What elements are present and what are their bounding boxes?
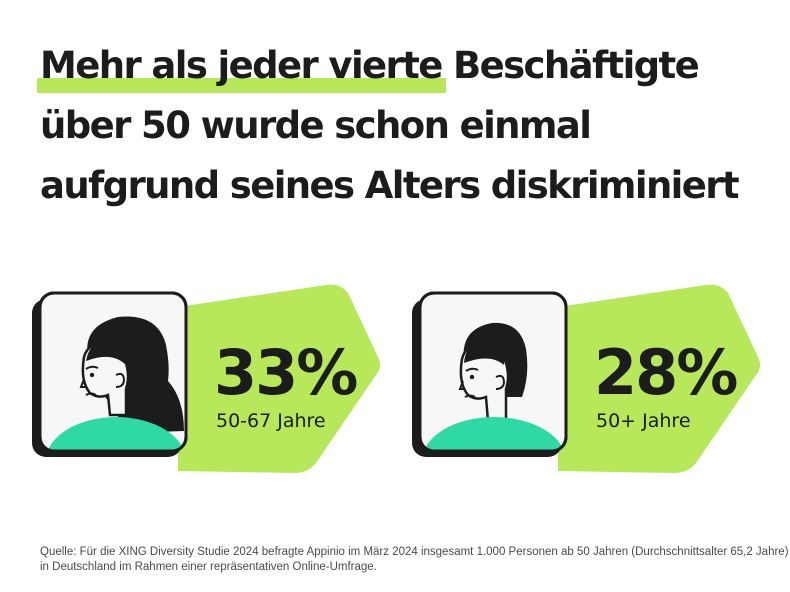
- headline-highlight: Mehr als jeder vierte: [40, 44, 443, 87]
- stat-card-2-illustration: [412, 284, 761, 473]
- headline: Mehr als jeder vierte Beschäftigte über …: [40, 36, 770, 216]
- green-blob-shape: [558, 284, 761, 473]
- worried-woman-short-hair-icon: [422, 322, 565, 450]
- stat-label-2: 50+ Jahre: [596, 410, 691, 432]
- source-note: Quelle: Für die XING Diversity Studie 20…: [40, 545, 789, 575]
- stat-value-2: 28%: [594, 336, 738, 409]
- headline-line-3: aufgrund seines Alters diskriminiert: [40, 164, 740, 207]
- stat-card-1-illustration: [32, 284, 381, 473]
- worried-woman-long-hair-icon: [46, 316, 185, 450]
- headline-line-2: über 50 wurde schon einmal: [40, 104, 592, 147]
- stat-card-2: 28% 50+ Jahre: [408, 265, 788, 505]
- source-line-2: in Deutschland im Rahmen einer repräsent…: [40, 561, 377, 573]
- headline-line-1-rest: Beschäftigte: [441, 44, 700, 87]
- stat-label-1: 50-67 Jahre: [216, 410, 326, 432]
- stat-card-1: 33% 50-67 Jahre: [28, 265, 408, 505]
- green-blob-shape: [178, 284, 381, 473]
- stat-value-1: 33%: [214, 336, 358, 409]
- source-line-1: Quelle: Für die XING Diversity Studie 20…: [40, 546, 789, 558]
- headline-line-1: Mehr als jeder vierte Beschäftigte: [40, 36, 770, 96]
